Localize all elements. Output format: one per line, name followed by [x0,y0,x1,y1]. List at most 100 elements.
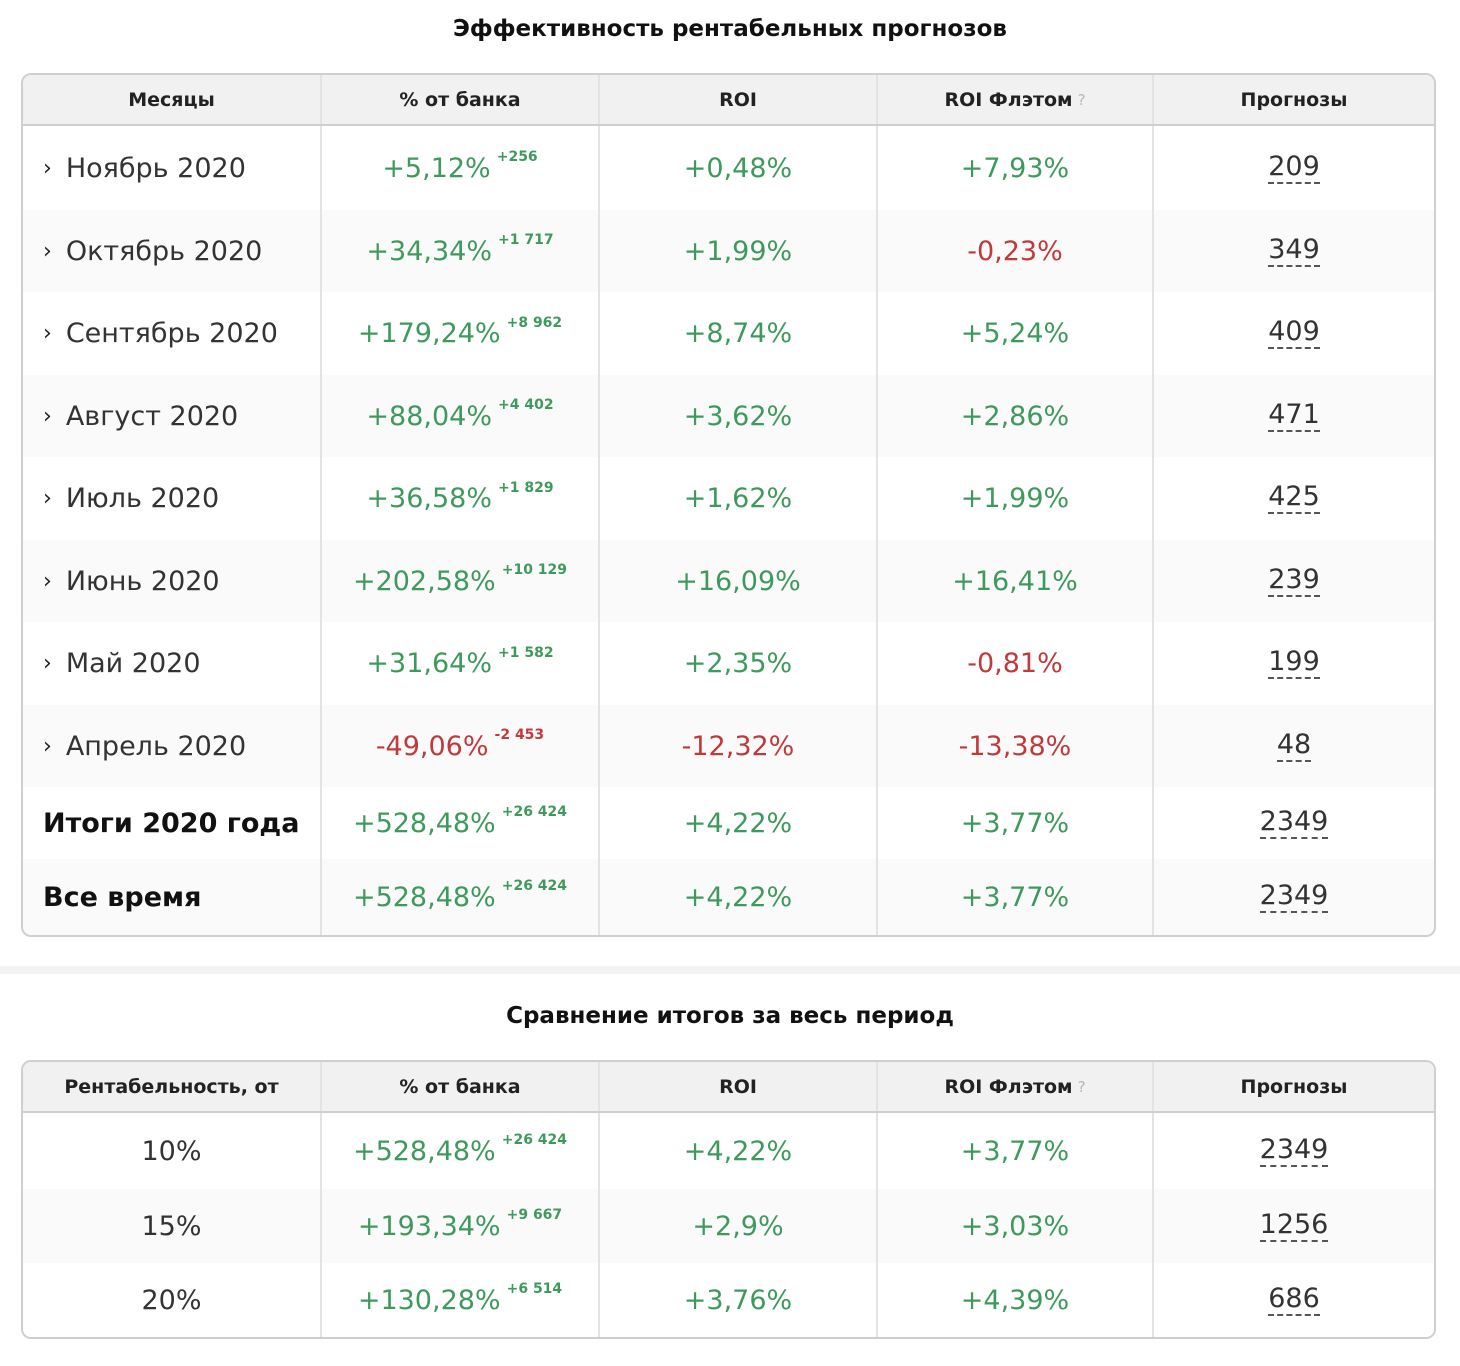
row-label-cell[interactable]: › Апрель 2020 [23,705,322,787]
roi-value: +4,22% [683,881,793,913]
col-header-roi-flat[interactable]: ROI Флэтом? [878,75,1154,124]
table-row: Итоги 2020 года +528,48% +26 424 +4,22% +3,7… [23,787,1434,859]
bank-percent-value: +202,58% [352,565,496,597]
forecasts-count-link[interactable]: 48 [1276,728,1312,762]
col-header-roi[interactable]: ROI [600,75,878,124]
forecasts-cell: 409 [1154,292,1434,375]
forecasts-count-link[interactable]: 686 [1268,1282,1320,1316]
col-header-forecasts[interactable]: Прогнозы [1240,1075,1348,1098]
col-header-forecasts[interactable]: Прогнозы [1240,88,1348,111]
forecasts-cell: 48 [1154,705,1434,787]
help-icon[interactable]: ? [1077,1077,1086,1096]
row-label-cell[interactable]: › Июнь 2020 [23,540,322,622]
row-label-cell[interactable]: › Сентябрь 2020 [23,292,322,375]
roi-flat-value: +3,77% [960,1135,1070,1167]
chevron-right-icon[interactable]: › [43,651,52,676]
bank-percent-value: -49,06% [375,730,489,762]
bank-percent-value: +528,48% [352,807,496,839]
chevron-right-icon[interactable]: › [43,155,52,181]
table-row[interactable]: › Июнь 2020 +202,58% +10 129 +16,09% +16,41% 2… [23,540,1434,622]
forecasts-count-link[interactable]: 349 [1268,233,1320,267]
forecasts-count-link[interactable]: 2349 [1259,1133,1329,1167]
row-label-cell[interactable]: › Май 2020 [23,622,322,705]
month-label: Июль 2020 [65,483,220,514]
forecasts-cell: 209 [1154,126,1434,210]
col-header-roi[interactable]: ROI [600,1062,878,1111]
roi-flat-value: -0,23% [967,235,1063,267]
bank-delta-value: +1 829 [498,479,554,496]
chevron-right-icon[interactable]: › [43,733,52,759]
col-header-months[interactable]: Месяцы [23,75,322,124]
bank-percent-cell: +528,48% +26 424 [322,859,600,935]
row-label-cell[interactable]: › Ноябрь 2020 [23,126,322,210]
month-label: Май 2020 [65,648,201,679]
roi-flat-value: +7,93% [960,152,1070,184]
bank-delta-value: +26 424 [501,804,568,820]
forecasts-count-link[interactable]: 199 [1268,646,1320,679]
roi-cell: +4,22% [600,787,878,859]
forecasts-count-link[interactable]: 471 [1268,398,1320,432]
month-label: Апрель 2020 [65,730,247,762]
profitability-comparison-table: Рентабельность, от % от банка ROI ROI Фл… [21,1060,1436,1339]
total-label: Все время [43,881,202,913]
roi-flat-cell: -13,38% [878,705,1154,787]
forecasts-count-link[interactable]: 1256 [1259,1208,1329,1242]
table-header: Рентабельность, от % от банка ROI ROI Фл… [23,1062,1434,1113]
section-divider [0,966,1460,974]
roi-flat-value: +2,86% [960,400,1070,432]
roi-flat-cell: +3,03% [878,1189,1154,1263]
roi-cell: +3,76% [600,1263,878,1337]
roi-cell: +1,62% [600,457,878,540]
forecasts-cell: 2349 [1154,859,1434,935]
table-row[interactable]: › Август 2020 +88,04% +4 402 +3,62% +2,86% 471 [23,375,1434,457]
roi-cell: -12,32% [600,705,878,787]
table-row[interactable]: › Апрель 2020 -49,06% -2 453 -12,32% -13,38% 4… [23,705,1434,787]
bank-delta-value: +26 424 [501,1132,568,1148]
row-label-cell[interactable]: › Октябрь 2020 [23,210,322,292]
forecasts-count-link[interactable]: 425 [1268,481,1320,514]
forecasts-cell: 199 [1154,622,1434,705]
profitability-threshold: 10% [141,1135,202,1167]
roi-value: +8,74% [683,318,793,349]
forecasts-count-link[interactable]: 2349 [1259,805,1329,839]
table-header: Месяцы % от банка ROI ROI Флэтом? Прогно… [23,75,1434,126]
table-row[interactable]: › Май 2020 +31,64% +1 582 +2,35% -0,81% 199 [23,622,1434,705]
row-label-cell: 20% [23,1263,322,1337]
chevron-right-icon[interactable]: › [43,238,52,264]
help-icon[interactable]: ? [1077,90,1086,109]
forecasts-count-link[interactable]: 2349 [1259,879,1329,913]
month-label: Октябрь 2020 [65,235,263,267]
bank-delta-value: +256 [496,149,538,165]
roi-value: +2,9% [692,1210,784,1242]
bank-percent-value: +528,48% [352,881,496,913]
table-row[interactable]: › Июль 2020 +36,58% +1 829 +1,62% +1,99% 425 [23,457,1434,540]
total-label: Итоги 2020 года [43,807,300,839]
forecasts-count-link[interactable]: 209 [1268,150,1320,184]
row-label-cell[interactable]: › Август 2020 [23,375,322,457]
bank-percent-cell: +5,12% +256 [322,126,600,210]
col-header-bank-percent[interactable]: % от банка [322,75,600,124]
chevron-right-icon[interactable]: › [43,568,52,594]
roi-cell: +4,22% [600,859,878,935]
table-row[interactable]: › Ноябрь 2020 +5,12% +256 +0,48% +7,93% 209 [23,126,1434,210]
chevron-right-icon[interactable]: › [43,486,52,511]
roi-flat-value: -13,38% [958,730,1072,762]
table-row[interactable]: › Октябрь 2020 +34,34% +1 717 +1,99% -0,23% 34… [23,210,1434,292]
forecasts-count-link[interactable]: 409 [1268,316,1320,349]
roi-flat-cell: +1,99% [878,457,1154,540]
col-header-roi-flat[interactable]: ROI Флэтом? [878,1062,1154,1111]
col-header-bank-percent[interactable]: % от банка [322,1062,600,1111]
bank-percent-cell: +88,04% +4 402 [322,375,600,457]
table-row[interactable]: › Сентябрь 2020 +179,24% +8 962 +8,74% +5,24%… [23,292,1434,375]
forecasts-count-link[interactable]: 239 [1268,563,1320,597]
col-header-roi-flat-label: ROI Флэтом [944,1075,1073,1098]
roi-flat-cell: +5,24% [878,292,1154,375]
chevron-right-icon[interactable]: › [43,403,52,429]
forecasts-cell: 425 [1154,457,1434,540]
chevron-right-icon[interactable]: › [43,321,52,346]
roi-cell: +8,74% [600,292,878,375]
roi-flat-cell: +4,39% [878,1263,1154,1337]
forecasts-cell: 239 [1154,540,1434,622]
row-label-cell[interactable]: › Июль 2020 [23,457,322,540]
col-header-profitability[interactable]: Рентабельность, от [23,1062,322,1111]
